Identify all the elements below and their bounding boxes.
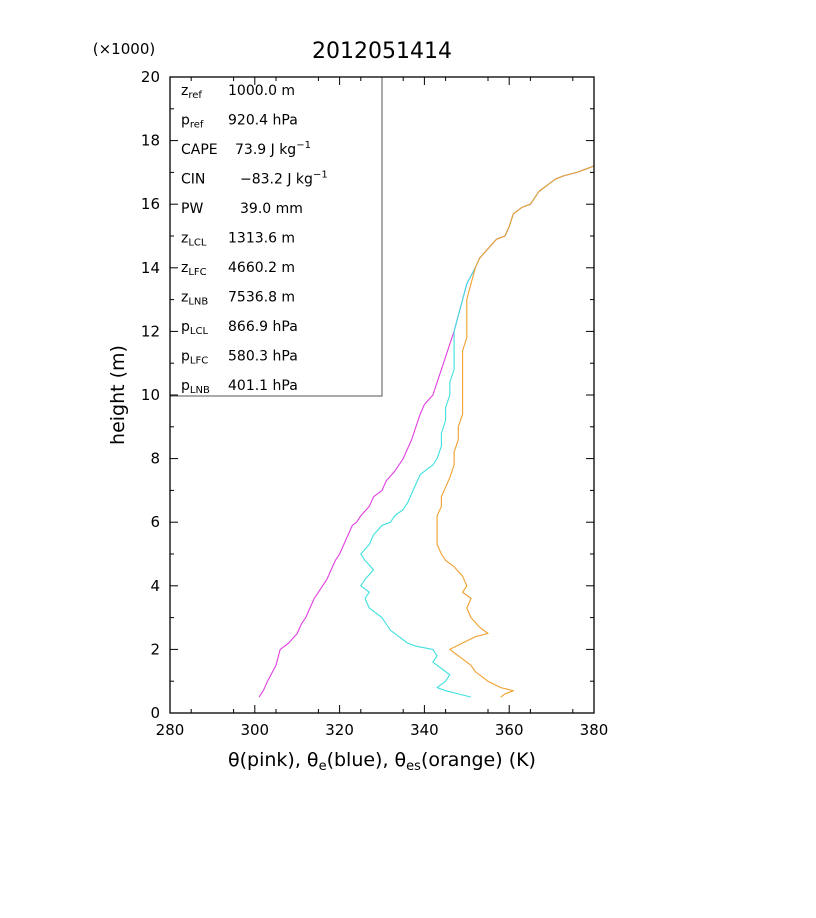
x-tick-label: 300 [240, 721, 269, 739]
x-tick-label: 320 [325, 721, 354, 739]
info-value: 7536.8 m [228, 290, 295, 306]
x-tick-label: 380 [580, 721, 609, 739]
x-tick-label: 340 [410, 721, 439, 739]
info-value: 401.1 hPa [228, 378, 298, 394]
info-symbol: pLFC [181, 349, 208, 367]
info-value: 73.9 J kg−1 [235, 140, 311, 158]
info-symbol: zLNB [181, 290, 208, 308]
chart-title: 2012051414 [312, 39, 452, 64]
info-value: 866.9 hPa [228, 319, 298, 335]
y-tick-label: 12 [141, 322, 160, 340]
info-symbol: zLCL [181, 231, 207, 249]
y-tick-label: 8 [150, 450, 160, 468]
y-tick-label: 18 [141, 132, 160, 150]
info-symbol: CAPE [181, 142, 218, 158]
x-axis-label-subscript: es [406, 759, 421, 774]
y-axis-multiplier: (×1000) [93, 40, 155, 58]
y-tick-label: 2 [150, 640, 160, 658]
y-tick-label: 14 [141, 259, 160, 277]
info-value: 39.0 mm [240, 201, 303, 217]
y-tick-label: 10 [141, 386, 160, 404]
x-tick-label: 280 [156, 721, 185, 739]
y-tick-label: 0 [150, 704, 160, 722]
info-value: 920.4 hPa [228, 113, 298, 129]
x-axis-label-part: θ(pink), θ [228, 749, 319, 771]
info-symbol: zref [181, 83, 202, 101]
info-box: zref 1000.0 m pref 920.4 hPa CAPE 73.9 J kg−1… [169, 76, 383, 397]
info-value: 1000.0 m [228, 83, 295, 99]
info-symbol: pLCL [181, 319, 208, 337]
y-tick-label: 20 [141, 68, 160, 86]
info-symbol: CIN [181, 172, 205, 188]
y-tick-label: 16 [141, 195, 160, 213]
info-value: 1313.6 m [228, 231, 295, 247]
y-tick-label: 4 [150, 577, 160, 595]
info-symbol: pLNB [181, 378, 210, 396]
x-axis-label: θ(pink), θe(blue), θes(orange) (K) [228, 749, 536, 774]
x-axis-label-part: (blue), θ [327, 749, 407, 771]
y-tick-label: 6 [150, 513, 160, 531]
x-axis-label-part: (orange) (K) [421, 749, 536, 771]
info-symbol: PW [181, 201, 203, 217]
info-symbol: zLFC [181, 260, 207, 278]
x-axis-label-subscript: e [319, 759, 327, 774]
info-value: 4660.2 m [228, 260, 295, 276]
series-layer [258, 165, 595, 698]
ticks-layer: 280 300 320 340 360 380 0 2 4 6 8 10 12 14 16 18 20 [141, 68, 608, 739]
series-line-3 [436, 165, 595, 698]
info-value: 580.3 hPa [228, 349, 298, 365]
info-symbol: pref [181, 113, 204, 131]
y-axis-label: height (m) [107, 345, 129, 445]
x-tick-label: 360 [495, 721, 524, 739]
info-value: −83.2 J kg−1 [240, 170, 328, 188]
